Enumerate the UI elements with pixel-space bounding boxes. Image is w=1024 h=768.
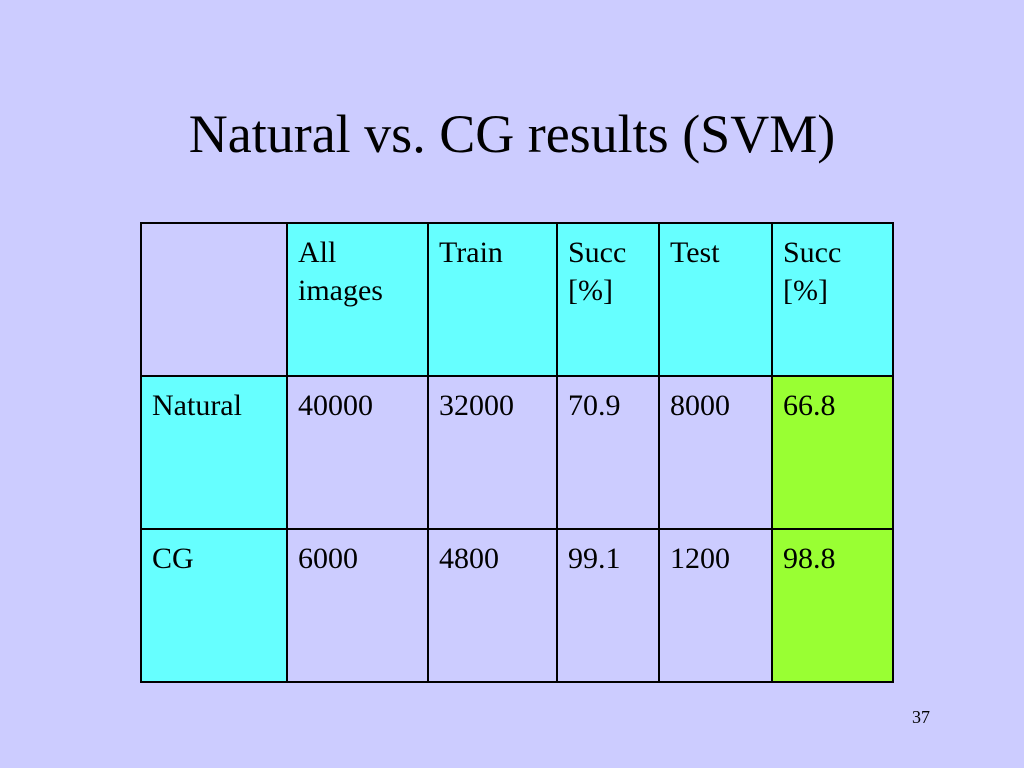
data-cell: 4800 <box>427 528 558 683</box>
data-cell: 99.1 <box>556 528 660 683</box>
data-cell: 66.8 <box>771 375 894 530</box>
data-cell: 1200 <box>658 528 773 683</box>
row-label: Natural <box>140 375 288 530</box>
data-row: CG 6000 4800 99.1 1200 98.8 <box>140 528 894 683</box>
slide-title: Natural vs. CG results (SVM) <box>188 104 836 164</box>
header-cell: Succ [%] <box>556 222 660 377</box>
data-cell: 70.9 <box>556 375 660 530</box>
data-cell: 8000 <box>658 375 773 530</box>
data-row: Natural 40000 32000 70.9 8000 66.8 <box>140 375 894 530</box>
corner-cell <box>140 222 288 377</box>
row-label: CG <box>140 528 288 683</box>
results-table: All images Train Succ [%] Test Succ [%] Natur… <box>140 222 894 683</box>
header-cell: Test <box>658 222 773 377</box>
header-cell: All images <box>286 222 429 377</box>
data-cell: 32000 <box>427 375 558 530</box>
page-number: 37 <box>912 707 930 727</box>
data-cell: 40000 <box>286 375 429 530</box>
header-cell: Train <box>427 222 558 377</box>
data-cell: 98.8 <box>771 528 894 683</box>
header-row: All images Train Succ [%] Test Succ [%] <box>140 222 894 377</box>
data-cell: 6000 <box>286 528 429 683</box>
header-cell: Succ [%] <box>771 222 894 377</box>
